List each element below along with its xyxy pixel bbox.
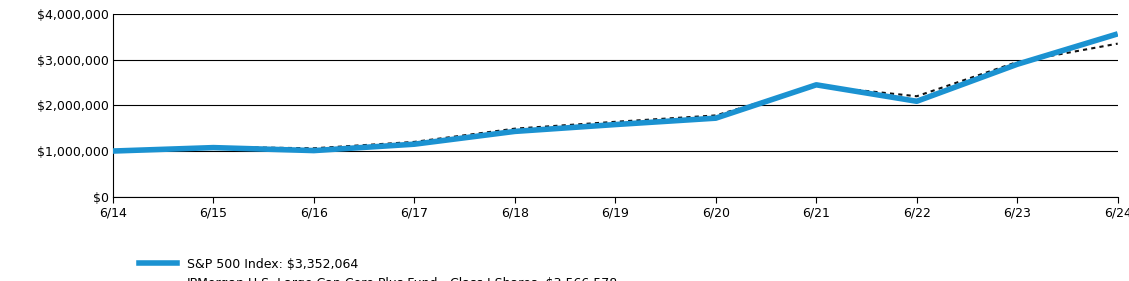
S&P 500 Index: $3,352,064: (9, 2.95e+06): $3,352,064: (9, 2.95e+06): [1010, 60, 1024, 64]
S&P 500 Index: $3,352,064: (4, 1.49e+06): $3,352,064: (4, 1.49e+06): [508, 127, 522, 130]
S&P 500 Index: $3,352,064: (5, 1.64e+06): $3,352,064: (5, 1.64e+06): [609, 120, 622, 124]
S&P 500 Index: $3,352,064: (8, 2.2e+06): $3,352,064: (8, 2.2e+06): [910, 94, 924, 98]
S&P 500 Index: $3,352,064: (10, 3.35e+06): $3,352,064: (10, 3.35e+06): [1111, 42, 1124, 45]
S&P 500 Index: $3,352,064: (6, 1.78e+06): $3,352,064: (6, 1.78e+06): [709, 114, 723, 117]
JPMorgan U.S. Large Cap Core Plus Fund - Class I Shares: $3,566,578: (0, 1e+06): $3,566,578: (0, 1e+06): [106, 149, 120, 153]
JPMorgan U.S. Large Cap Core Plus Fund - Class I Shares: $3,566,578: (3, 1.15e+06): $3,566,578: (3, 1.15e+06): [408, 142, 421, 146]
JPMorgan U.S. Large Cap Core Plus Fund - Class I Shares: $3,566,578: (2, 1.01e+06): $3,566,578: (2, 1.01e+06): [307, 149, 321, 152]
JPMorgan U.S. Large Cap Core Plus Fund - Class I Shares: $3,566,578: (9, 2.9e+06): $3,566,578: (9, 2.9e+06): [1010, 63, 1024, 66]
Line: S&P 500 Index: $3,352,064: S&P 500 Index: $3,352,064: [113, 44, 1118, 151]
JPMorgan U.S. Large Cap Core Plus Fund - Class I Shares: $3,566,578: (4, 1.43e+06): $3,566,578: (4, 1.43e+06): [508, 130, 522, 133]
Legend: S&P 500 Index: $3,352,064, JPMorgan U.S. Large Cap Core Plus Fund - Class I Shar: S&P 500 Index: $3,352,064, JPMorgan U.S.…: [139, 258, 618, 281]
JPMorgan U.S. Large Cap Core Plus Fund - Class I Shares: $3,566,578: (10, 3.57e+06): $3,566,578: (10, 3.57e+06): [1111, 32, 1124, 35]
S&P 500 Index: $3,352,064: (3, 1.2e+06): $3,352,064: (3, 1.2e+06): [408, 140, 421, 144]
JPMorgan U.S. Large Cap Core Plus Fund - Class I Shares: $3,566,578: (8, 2.09e+06): $3,566,578: (8, 2.09e+06): [910, 99, 924, 103]
S&P 500 Index: $3,352,064: (7, 2.43e+06): $3,352,064: (7, 2.43e+06): [809, 84, 823, 87]
S&P 500 Index: $3,352,064: (2, 1.06e+06): $3,352,064: (2, 1.06e+06): [307, 147, 321, 150]
JPMorgan U.S. Large Cap Core Plus Fund - Class I Shares: $3,566,578: (6, 1.72e+06): $3,566,578: (6, 1.72e+06): [709, 117, 723, 120]
JPMorgan U.S. Large Cap Core Plus Fund - Class I Shares: $3,566,578: (1, 1.08e+06): $3,566,578: (1, 1.08e+06): [207, 146, 220, 149]
S&P 500 Index: $3,352,064: (1, 1.09e+06): $3,352,064: (1, 1.09e+06): [207, 145, 220, 149]
JPMorgan U.S. Large Cap Core Plus Fund - Class I Shares: $3,566,578: (5, 1.58e+06): $3,566,578: (5, 1.58e+06): [609, 123, 622, 126]
JPMorgan U.S. Large Cap Core Plus Fund - Class I Shares: $3,566,578: (7, 2.45e+06): $3,566,578: (7, 2.45e+06): [809, 83, 823, 87]
S&P 500 Index: $3,352,064: (0, 1e+06): $3,352,064: (0, 1e+06): [106, 149, 120, 153]
Line: JPMorgan U.S. Large Cap Core Plus Fund - Class I Shares: $3,566,578: JPMorgan U.S. Large Cap Core Plus Fund -…: [113, 34, 1118, 151]
